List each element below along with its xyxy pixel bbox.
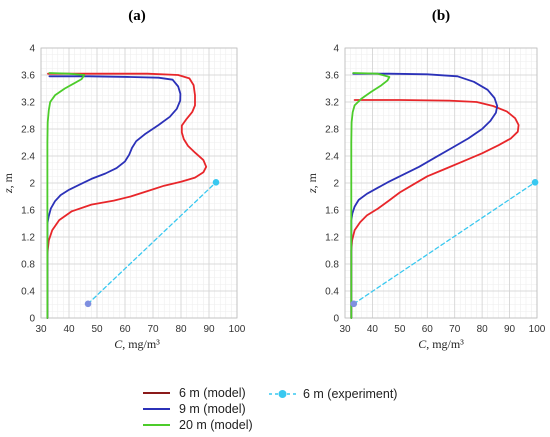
y-tick-label: 1.6 [325,206,339,217]
y-tick-label: 2.8 [21,125,35,136]
x-tick-label: 50 [394,324,406,335]
ticks-b: 30 40 50 60 70 80 90 100 0 0.4 0.8 1.2 1.6 2 2.4 2.8 3.2… [325,44,546,336]
y-tick-label: 1.6 [21,206,35,217]
panel-b: (b) 30 40 50 60 70 80 90 100 0 0.4 0.8 1.2 1.6 2 2.4 2.… [305,8,546,351]
y-tick-label: 2 [29,179,35,190]
data-point-6-m-experiment-b [350,300,358,308]
x-tick-label: 40 [63,324,75,335]
legend-label-9m-model: 9 m (model) [179,402,246,416]
ticks-a: 30 40 50 60 70 80 90 100 0 0.4 0.8 1.2 1.6 2 2.4 2.8 3.2… [21,44,246,336]
legend-label-6m-model: 6 m (model) [179,386,246,400]
panel-label-b: (b) [432,8,450,24]
x-axis-label-a: C, mg/m³ [114,337,160,351]
grid-a [40,47,238,319]
series-line-6-m-experiment-b [353,181,536,305]
y-tick-label: 2 [333,179,339,190]
y-axis-label-b: z, m [305,172,319,194]
y-tick-label: 0 [333,314,339,325]
y-tick-label: 3.2 [21,98,35,109]
y-tick-label: 1.2 [325,233,339,244]
x-tick-label: 30 [339,324,351,335]
y-axis-label-a: z, m [1,172,15,194]
series-b [350,72,539,319]
y-tick-label: 2.4 [21,152,35,163]
x-tick-label: 90 [504,324,516,335]
grid-b [344,47,538,319]
x-tick-label: 80 [477,324,489,335]
series-line-20-m-model-a [46,72,86,319]
data-point-6-m-experiment-a [212,179,220,186]
series-line-9-m-model-a [46,75,182,319]
y-tick-label: 0.4 [21,287,35,298]
x-tick-label: 70 [147,324,159,335]
x-tick-label: 100 [529,324,546,335]
x-tick-label: 60 [422,324,434,335]
y-tick-label: 2.4 [325,152,339,163]
x-tick-label: 40 [367,324,379,335]
series-line-20-m-model-b [350,72,391,319]
y-tick-label: 1.2 [21,233,35,244]
x-tick-label: 90 [203,324,215,335]
panel-a: (a) 30 40 50 60 70 80 90 100 0 0.4 0.8 1.2 1.6 2 2.4 2.… [1,8,246,351]
legend-label-20m-model: 20 m (model) [179,418,253,432]
x-tick-label: 70 [449,324,461,335]
data-point-6-m-experiment-b [531,179,539,186]
legend: 6 m (model) 9 m (model) 20 m (model) 6 m… [143,386,397,432]
x-axis-label-b: C, mg/m³ [418,337,464,351]
plot-frame [40,47,238,319]
x-tick-label: 60 [119,324,131,335]
series-line-6-m-experiment-a [87,181,217,305]
data-point-6-m-experiment-a [84,300,92,308]
panel-label-a: (a) [128,8,146,24]
series-line-6-m-model-b [350,99,520,319]
series-a [46,72,220,319]
legend-label-6m-experiment: 6 m (experiment) [303,387,397,401]
y-tick-label: 3.6 [325,71,339,82]
y-tick-label: 4 [333,44,339,55]
y-tick-label: 4 [29,44,35,55]
y-tick-label: 3.6 [21,71,35,82]
series-line-9-m-model-b [350,72,499,319]
series-line-6-m-model-a [46,72,208,319]
x-tick-label: 50 [91,324,103,335]
x-tick-label: 100 [229,324,246,335]
y-tick-label: 0.8 [21,260,35,271]
x-tick-label: 80 [175,324,187,335]
y-tick-label: 0.4 [325,287,339,298]
x-tick-label: 30 [35,324,47,335]
y-tick-label: 3.2 [325,98,339,109]
y-tick-label: 0 [29,314,35,325]
y-tick-label: 0.8 [325,260,339,271]
y-tick-label: 2.8 [325,125,339,136]
legend-swatch-6m-experiment-marker [278,390,287,398]
